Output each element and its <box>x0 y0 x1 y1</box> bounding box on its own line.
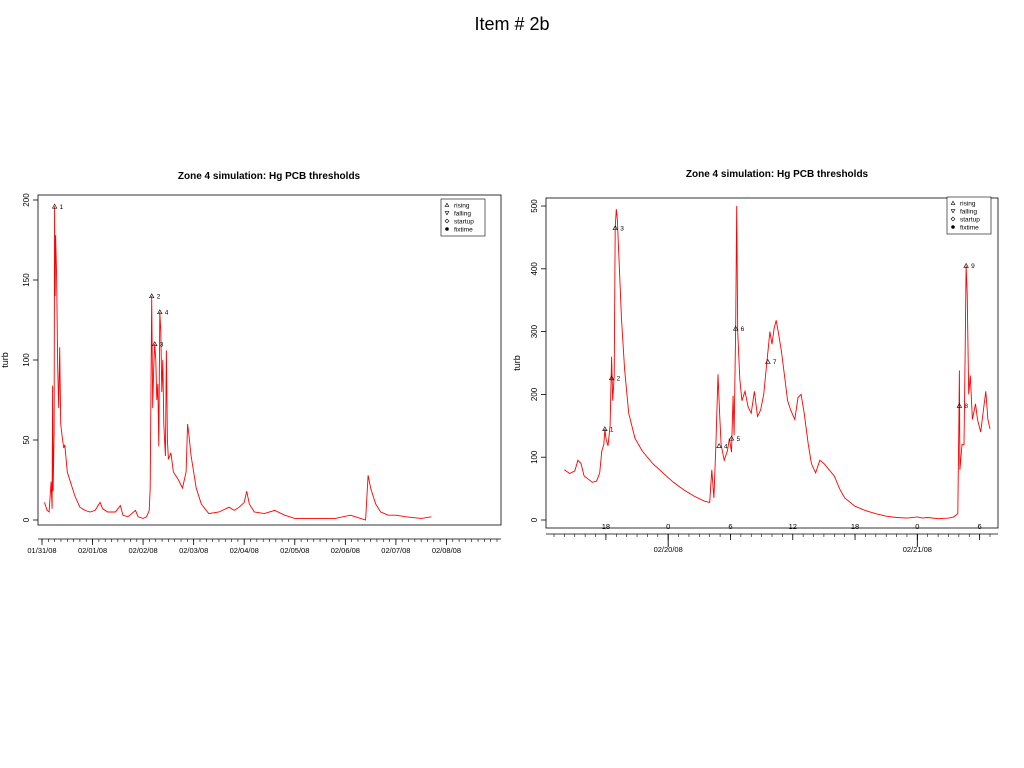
rising-marker <box>157 309 163 315</box>
rising-marker <box>956 402 963 408</box>
x-tick-label: 02/04/08 <box>230 546 259 555</box>
marker-label: 3 <box>160 342 164 349</box>
x-date-label: 02/21/08 <box>903 545 932 554</box>
legend-label: rising <box>454 202 470 209</box>
rising-marker <box>732 325 739 331</box>
marker-label: 1 <box>610 426 614 433</box>
plot-frame <box>37 194 502 526</box>
legend-label: fixtime <box>454 226 473 233</box>
legend-rising-symbol <box>950 200 956 205</box>
x-tick-label: 02/08/08 <box>432 546 461 555</box>
slide-title: Item # 2b <box>474 14 550 34</box>
turbidity-chart-right: Zone 4 simulation: Hg PCB thresholds0100… <box>512 169 999 554</box>
legend-falling-symbol <box>950 209 956 214</box>
rising-marker <box>963 262 969 268</box>
y-tick-label: 300 <box>530 324 539 338</box>
x-tick-label: 6 <box>728 522 732 531</box>
x-tick-label: 01/31/08 <box>27 546 56 555</box>
marker-label: 3 <box>620 225 624 232</box>
legend-rising-symbol <box>444 202 450 207</box>
x-tick-label: 18 <box>851 522 859 531</box>
legend-label: rising <box>960 200 976 207</box>
plot-frame <box>545 197 999 529</box>
y-axis-label: turb <box>512 355 522 371</box>
y-tick-label: 400 <box>530 262 539 276</box>
legend-label: falling <box>960 208 977 215</box>
x-tick-label: 18 <box>602 522 610 531</box>
y-tick-label: 50 <box>22 435 31 444</box>
y-tick-label: 0 <box>22 517 31 522</box>
y-tick-label: 200 <box>22 193 31 207</box>
x-tick-label: 02/02/08 <box>129 546 158 555</box>
marker-label: 4 <box>724 443 728 450</box>
x-tick-label: 02/07/08 <box>381 546 410 555</box>
legend-falling-symbol <box>444 211 450 216</box>
rising-marker <box>152 341 158 347</box>
marker-label: 7 <box>773 359 777 366</box>
y-tick-label: 200 <box>530 387 539 401</box>
x-tick-label: 02/05/08 <box>280 546 309 555</box>
y-axis-label: turb <box>0 352 10 368</box>
x-tick-label: 02/03/08 <box>179 546 208 555</box>
series-line <box>564 205 991 520</box>
rising-marker <box>51 203 58 209</box>
y-tick-label: 100 <box>530 450 539 464</box>
marker-label: 5 <box>737 436 741 443</box>
rising-marker <box>716 443 722 448</box>
rising-marker <box>148 293 155 299</box>
y-tick-label: 100 <box>22 353 31 367</box>
x-tick-label: 0 <box>666 522 670 531</box>
marker-label: 2 <box>157 294 161 301</box>
y-tick-label: 500 <box>530 199 539 213</box>
x-tick-label: 02/01/08 <box>78 546 107 555</box>
x-tick-label: 6 <box>978 522 982 531</box>
legend-fixtime-symbol <box>445 227 449 231</box>
y-tick-label: 0 <box>530 517 539 522</box>
chart-title: Zone 4 simulation: Hg PCB thresholds <box>178 171 361 182</box>
x-tick-label: 12 <box>789 522 797 531</box>
rising-marker <box>765 358 771 364</box>
marker-label: 2 <box>617 376 621 383</box>
legend-fixtime-symbol <box>951 225 955 229</box>
rising-marker <box>602 426 608 432</box>
legend-startup-symbol <box>444 218 450 224</box>
legend-startup-symbol <box>950 216 956 222</box>
marker-label: 9 <box>971 263 975 270</box>
rising-marker <box>728 435 735 441</box>
legend-label: startup <box>454 218 474 225</box>
rising-marker <box>612 225 618 231</box>
legend-label: falling <box>454 210 471 217</box>
x-tick-label: 0 <box>915 522 919 531</box>
marker-label: 6 <box>741 326 745 333</box>
chart-title: Zone 4 simulation: Hg PCB thresholds <box>686 169 869 180</box>
marker-label: 1 <box>60 204 64 211</box>
turbidity-chart-left: Zone 4 simulation: Hg PCB thresholds 0 50 1… <box>0 171 502 555</box>
y-tick-label: 150 <box>22 273 31 287</box>
marker-label: 4 <box>165 310 169 317</box>
x-tick-label: 02/06/08 <box>331 546 360 555</box>
marker-label: 8 <box>964 403 968 410</box>
series-line <box>44 206 432 521</box>
rising-marker <box>608 375 615 381</box>
legend-label: fixtime <box>960 224 979 231</box>
legend-label: startup <box>960 216 980 223</box>
x-date-label: 02/20/08 <box>654 545 683 554</box>
